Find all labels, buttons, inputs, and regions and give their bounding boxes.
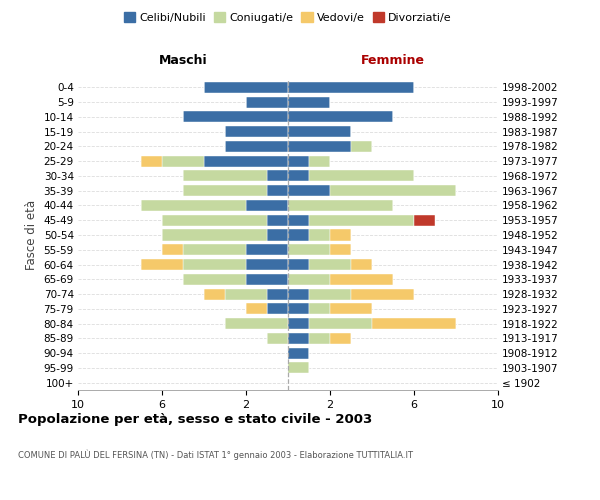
Bar [414, 214, 435, 226]
Bar [309, 230, 330, 240]
Bar [183, 112, 288, 122]
Text: Maschi: Maschi [158, 54, 208, 68]
Legend: Celibi/Nubili, Coniugati/e, Vedovi/e, Divorziati/e: Celibi/Nubili, Coniugati/e, Vedovi/e, Di… [120, 8, 456, 28]
Bar [267, 333, 288, 344]
Bar [225, 288, 267, 300]
Bar [288, 200, 393, 211]
Bar [225, 318, 288, 329]
Bar [267, 304, 288, 314]
Bar [309, 214, 414, 226]
Bar [246, 274, 288, 285]
Bar [309, 333, 330, 344]
Bar [288, 362, 309, 374]
Bar [246, 200, 288, 211]
Bar [288, 141, 351, 152]
Bar [246, 96, 288, 108]
Bar [330, 185, 456, 196]
Bar [288, 170, 309, 181]
Bar [372, 318, 456, 329]
Bar [288, 230, 309, 240]
Bar [225, 141, 288, 152]
Bar [204, 156, 288, 166]
Bar [309, 304, 330, 314]
Bar [288, 348, 309, 358]
Bar [183, 170, 267, 181]
Bar [330, 333, 351, 344]
Bar [288, 112, 393, 122]
Bar [330, 230, 351, 240]
Bar [267, 230, 288, 240]
Bar [288, 244, 330, 256]
Bar [267, 214, 288, 226]
Bar [288, 304, 309, 314]
Bar [288, 288, 309, 300]
Bar [162, 230, 267, 240]
Bar [141, 200, 246, 211]
Y-axis label: Fasce di età: Fasce di età [25, 200, 38, 270]
Bar [330, 244, 351, 256]
Bar [288, 259, 309, 270]
Bar [267, 170, 288, 181]
Bar [351, 141, 372, 152]
Bar [288, 96, 330, 108]
Bar [330, 304, 372, 314]
Bar [288, 274, 330, 285]
Bar [309, 318, 372, 329]
Bar [204, 288, 225, 300]
Bar [288, 185, 330, 196]
Bar [351, 259, 372, 270]
Bar [141, 156, 162, 166]
Bar [204, 82, 288, 93]
Bar [183, 244, 246, 256]
Bar [162, 244, 183, 256]
Bar [246, 259, 288, 270]
Bar [246, 244, 288, 256]
Bar [309, 170, 414, 181]
Bar [162, 214, 267, 226]
Bar [183, 259, 246, 270]
Bar [246, 304, 267, 314]
Bar [267, 185, 288, 196]
Bar [183, 274, 246, 285]
Bar [288, 333, 309, 344]
Bar [288, 214, 309, 226]
Text: COMUNE DI PALÙ DEL FERSINA (TN) - Dati ISTAT 1° gennaio 2003 - Elaborazione TUTT: COMUNE DI PALÙ DEL FERSINA (TN) - Dati I… [18, 450, 413, 460]
Text: Femmine: Femmine [361, 54, 425, 68]
Bar [351, 288, 414, 300]
Bar [309, 288, 351, 300]
Bar [183, 185, 267, 196]
Bar [288, 82, 414, 93]
Bar [225, 126, 288, 137]
Bar [267, 288, 288, 300]
Bar [288, 156, 309, 166]
Bar [162, 156, 204, 166]
Text: Popolazione per età, sesso e stato civile - 2003: Popolazione per età, sesso e stato civil… [18, 412, 372, 426]
Bar [330, 274, 393, 285]
Bar [141, 259, 183, 270]
Bar [288, 126, 351, 137]
Bar [309, 156, 330, 166]
Bar [288, 318, 309, 329]
Bar [309, 259, 351, 270]
